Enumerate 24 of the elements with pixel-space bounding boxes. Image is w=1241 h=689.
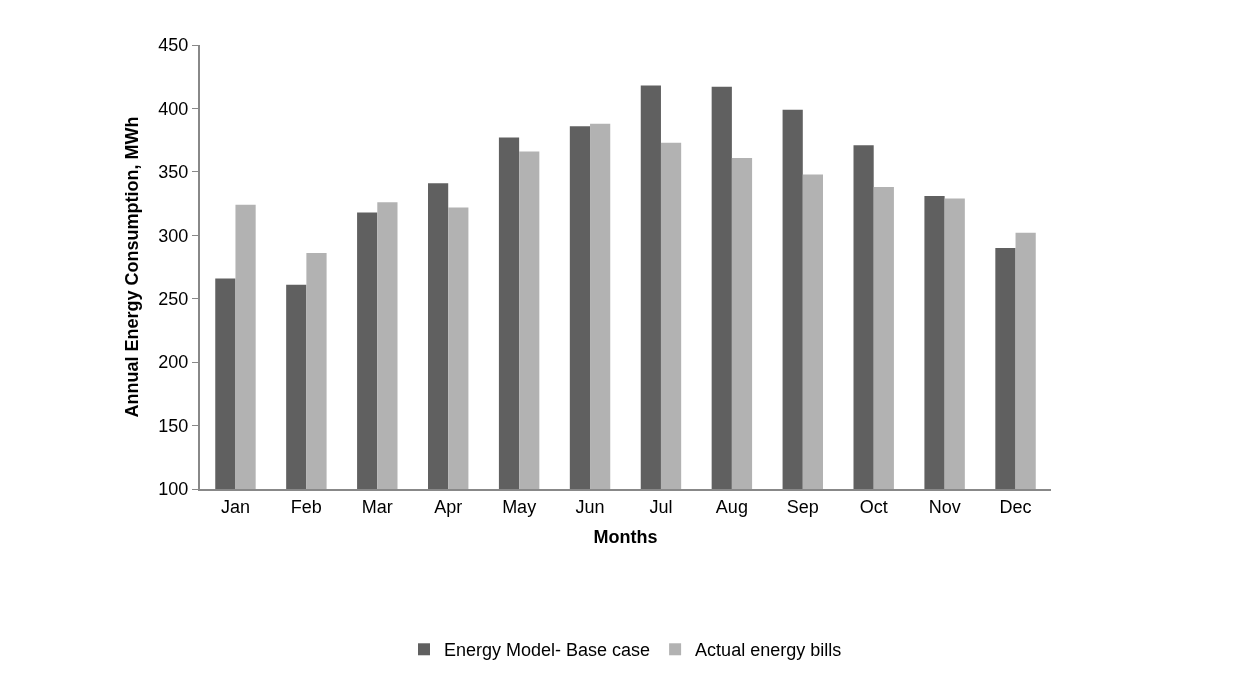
x-tick-label: Jul <box>649 496 673 517</box>
x-tick-label: Mar <box>361 496 393 517</box>
y-tick-label: 350 <box>158 162 189 183</box>
y-axis-title: Annual Energy Consumption, MWh <box>122 116 143 418</box>
x-tick-label: Jun <box>575 496 605 517</box>
y-tick-label: 200 <box>158 352 189 373</box>
y-tick-label: 100 <box>158 479 189 500</box>
x-tick-label: Nov <box>928 496 961 517</box>
x-tick-label: Oct <box>859 496 888 517</box>
y-tick-label: 250 <box>158 289 189 310</box>
legend-label: Actual energy bills <box>695 640 842 661</box>
y-tick-label: 400 <box>158 98 189 119</box>
x-axis-title: Months <box>593 527 658 548</box>
x-tick-label: Apr <box>434 496 463 517</box>
y-tick-label: 150 <box>158 415 189 436</box>
x-tick-label: May <box>502 496 537 517</box>
legend-label: Energy Model- Base case <box>444 640 651 661</box>
x-tick-label: Jan <box>220 496 250 517</box>
y-tick-label: 450 <box>158 35 189 56</box>
x-tick-label: Feb <box>290 496 322 517</box>
x-tick-label: Sep <box>786 496 819 517</box>
x-tick-label: Aug <box>715 496 748 517</box>
y-tick-label: 300 <box>158 225 189 246</box>
x-tick-label: Dec <box>999 496 1032 517</box>
